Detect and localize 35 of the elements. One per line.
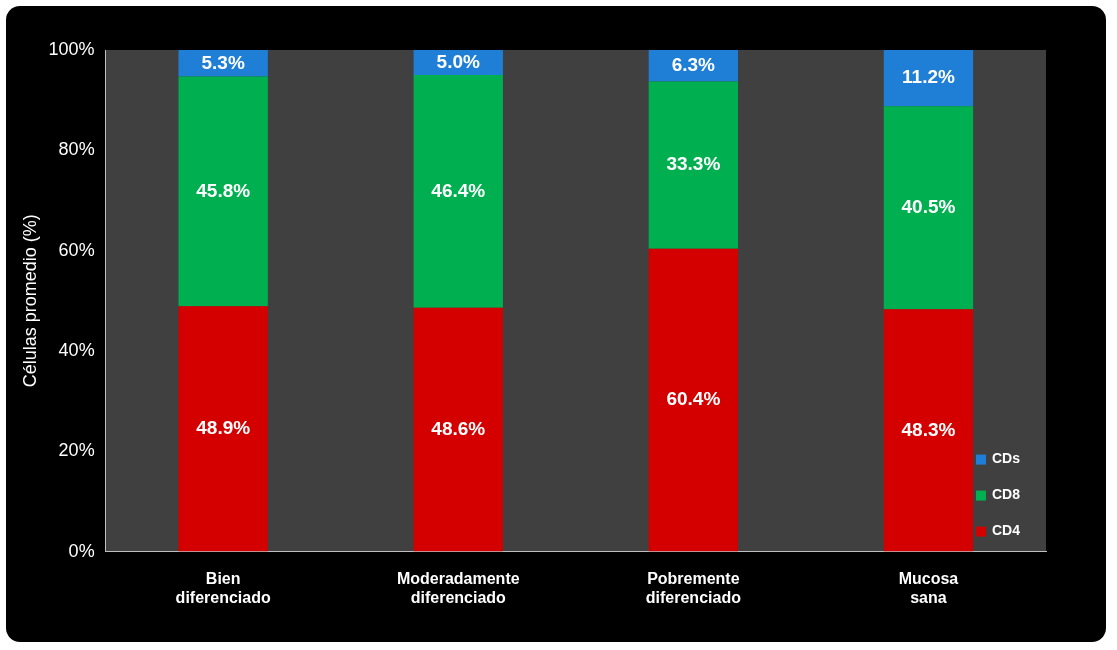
data-label: 48.9% — [196, 417, 251, 439]
bar — [883, 50, 974, 107]
data-label: 5.3% — [201, 51, 245, 73]
data-label: 46.4% — [431, 179, 486, 201]
data-label: 6.3% — [671, 54, 716, 76]
x-tick-label: Moderadamente diferenciado — [396, 569, 520, 606]
legend-label: CD4 — [992, 522, 1021, 539]
data-label: 45.8% — [196, 179, 251, 201]
data-label: 48.6% — [431, 417, 486, 439]
bar — [883, 106, 974, 310]
legend-label: CDs — [992, 450, 1021, 467]
data-label: 33.3% — [666, 153, 721, 175]
y-tick-label: 80% — [58, 139, 95, 160]
data-label: 5.0% — [436, 50, 481, 72]
y-tick-label: 0% — [68, 540, 95, 561]
data-label: 48.3% — [901, 418, 956, 440]
legend-label: CD8 — [992, 486, 1021, 503]
x-tick-label: Pobremente diferenciado — [645, 569, 742, 606]
y-tick-label: 100% — [48, 38, 95, 59]
bar — [178, 306, 268, 552]
data-label: 11.2% — [902, 66, 955, 88]
bar — [883, 309, 974, 552]
data-label: 40.5% — [901, 195, 956, 217]
bar — [648, 248, 739, 552]
bar — [413, 75, 503, 308]
y-tick-label: 60% — [58, 239, 95, 260]
x-tick-label: Bien diferenciado — [175, 569, 271, 606]
y-tick-label: 40% — [58, 339, 95, 360]
y-tick-label: 20% — [58, 440, 95, 461]
x-tick-label: Mucosa sana — [898, 569, 959, 606]
bar — [413, 307, 503, 552]
bar — [178, 76, 268, 307]
y-axis-title: Células promedio (%) — [19, 214, 40, 388]
data-label: 60.4% — [666, 388, 721, 410]
bar — [648, 81, 739, 249]
